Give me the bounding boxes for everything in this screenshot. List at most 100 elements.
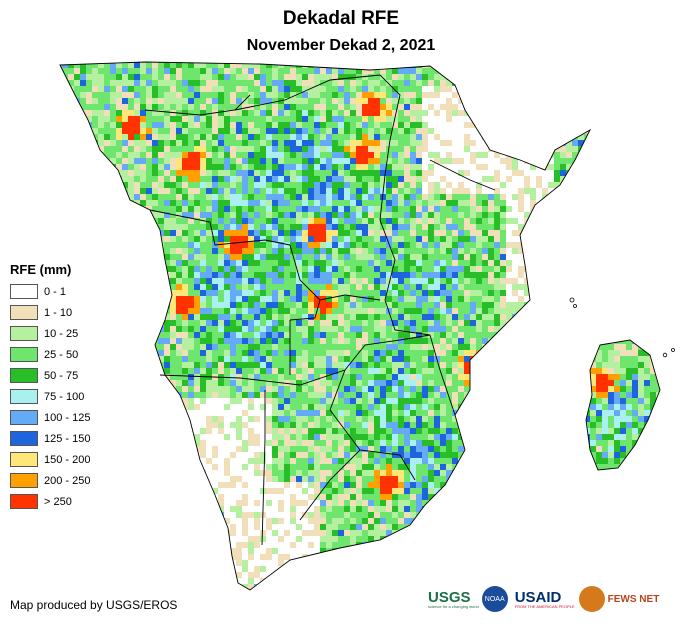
rainfall-cell (464, 290, 470, 296)
rainfall-cell (614, 86, 620, 92)
rainfall-cell (62, 68, 68, 74)
rainfall-cell (434, 182, 440, 188)
rainfall-cell (218, 260, 224, 266)
rainfall-cell (632, 68, 638, 74)
rainfall-cell (86, 182, 92, 188)
rainfall-cell (422, 212, 428, 218)
rainfall-cell (128, 314, 134, 320)
rainfall-cell (644, 134, 650, 140)
rainfall-cell (158, 182, 164, 188)
rainfall-cell (500, 254, 506, 260)
rainfall-cell (320, 308, 326, 314)
rainfall-cell (218, 290, 224, 296)
rainfall-cell (266, 284, 272, 290)
rainfall-cell (296, 98, 302, 104)
rainfall-cell (560, 302, 566, 308)
rainfall-cell (254, 332, 260, 338)
rainfall-cell (170, 344, 176, 350)
rainfall-cell (236, 176, 242, 182)
rainfall-cell (86, 62, 92, 68)
rainfall-cell (374, 272, 380, 278)
rainfall-cell (356, 356, 362, 362)
rainfall-cell (644, 254, 650, 260)
rainfall-cell (482, 260, 488, 266)
rainfall-cell (296, 104, 302, 110)
rainfall-cell (302, 266, 308, 272)
rainfall-cell (656, 212, 660, 218)
rainfall-cell (260, 260, 266, 266)
rainfall-cell (320, 344, 326, 350)
rainfall-cell (182, 272, 188, 278)
rainfall-cell (608, 98, 614, 104)
rainfall-cell (206, 80, 212, 86)
rainfall-cell (92, 206, 98, 212)
rainfall-cell (242, 194, 248, 200)
rainfall-cell (404, 146, 410, 152)
rainfall-cell (644, 320, 650, 326)
rainfall-cell (218, 230, 224, 236)
rainfall-cell (410, 134, 416, 140)
rainfall-cell (578, 326, 584, 332)
rainfall-cell (320, 284, 326, 290)
rainfall-cell (218, 188, 224, 194)
rainfall-cell (116, 290, 122, 296)
rainfall-cell (356, 176, 362, 182)
rainfall-cell (176, 80, 182, 86)
rainfall-cell (638, 164, 644, 170)
rainfall-cell (230, 368, 236, 374)
rainfall-cell (152, 182, 158, 188)
rainfall-cell (374, 314, 380, 320)
rainfall-cell (104, 140, 110, 146)
rainfall-cell (122, 362, 128, 368)
rainfall-cell (74, 254, 80, 260)
rainfall-cell (122, 356, 128, 362)
rainfall-cell (278, 254, 284, 260)
rainfall-cell (620, 296, 626, 302)
rainfall-cell (572, 164, 578, 170)
rainfall-cell (176, 152, 182, 158)
rainfall-cell (314, 254, 320, 260)
rainfall-cell (554, 152, 560, 158)
rainfall-cell (206, 182, 212, 188)
rainfall-cell (128, 158, 134, 164)
rainfall-cell (632, 194, 638, 200)
rainfall-cell (254, 164, 260, 170)
rainfall-cell (368, 248, 374, 254)
rainfall-cell (62, 212, 68, 218)
rainfall-cell (518, 314, 524, 320)
rainfall-cell (374, 224, 380, 230)
rainfall-cell (146, 164, 152, 170)
rainfall-cell (398, 230, 404, 236)
rainfall-cell (374, 284, 380, 290)
rainfall-cell (140, 188, 146, 194)
rainfall-cell (68, 68, 74, 74)
rainfall-cell (104, 272, 110, 278)
rainfall-cell (314, 320, 320, 326)
rainfall-cell (374, 206, 380, 212)
rainfall-cell (662, 314, 668, 320)
rainfall-cell (212, 248, 218, 254)
rainfall-cell (338, 92, 344, 98)
rainfall-cell (440, 302, 446, 308)
rainfall-cell (620, 320, 626, 326)
rainfall-cell (314, 248, 320, 254)
rainfall-cell (464, 254, 470, 260)
rainfall-cell (620, 326, 626, 332)
rainfall-cell (212, 134, 218, 140)
rainfall-cell (170, 278, 176, 284)
rainfall-cell (494, 110, 500, 116)
rainfall-cell (158, 260, 164, 266)
rainfall-cell (134, 362, 140, 368)
rainfall-cell (326, 62, 332, 68)
rainfall-cell (170, 170, 176, 176)
rainfall-cell (332, 176, 338, 182)
rainfall-cell (80, 170, 86, 176)
rainfall-cell (584, 272, 590, 278)
rainfall-cell (254, 338, 260, 344)
rainfall-cell (488, 218, 494, 224)
rainfall-cell (278, 116, 284, 122)
rainfall-cell (200, 92, 206, 98)
rainfall-cell (176, 350, 182, 356)
rainfall-cell (656, 98, 660, 104)
rainfall-cell (446, 98, 452, 104)
